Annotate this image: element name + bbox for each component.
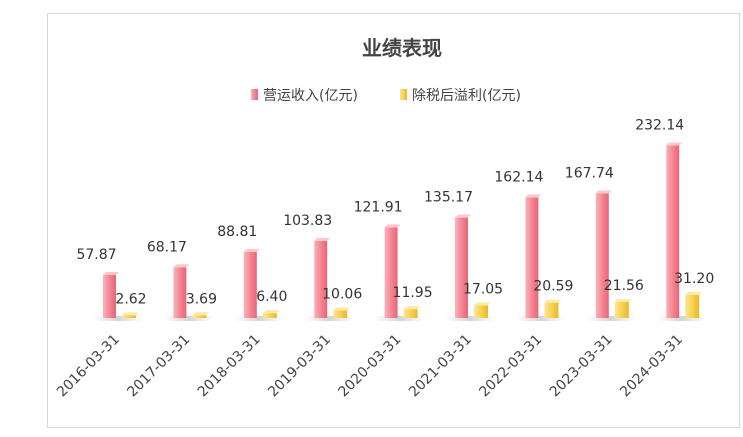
x-tick-label: 2020-03-31 xyxy=(336,332,405,401)
x-tick-label: 2023-03-31 xyxy=(547,332,616,401)
profit-bar xyxy=(122,315,136,318)
bar-shadow xyxy=(445,316,495,321)
profit-bar xyxy=(685,294,700,318)
profit-bar-top xyxy=(544,299,562,303)
revenue-bar xyxy=(173,267,187,318)
profit-data-label: 10.06 xyxy=(322,287,362,303)
chart-title: 业绩表现 xyxy=(362,36,442,60)
x-tick-label: 2016-03-31 xyxy=(54,332,123,401)
legend: 营运收入(亿元) 除税后溢利(亿元) xyxy=(251,88,521,104)
revenue-bar-top xyxy=(455,214,471,218)
profit-bar-top xyxy=(685,291,703,295)
x-tick-label: 2022-03-31 xyxy=(476,332,545,401)
profit-bar-top xyxy=(474,302,491,306)
revenue-data-label: 162.14 xyxy=(494,170,543,186)
legend-label-profit: 除税后溢利(亿元) xyxy=(412,88,521,104)
revenue-data-label: 88.81 xyxy=(217,224,257,240)
profit-bar-top xyxy=(614,298,632,302)
revenue-data-label: 103.83 xyxy=(283,213,332,229)
x-tick-label: 2018-03-31 xyxy=(195,332,264,401)
profit-bar-top xyxy=(403,306,421,310)
x-tick-label: 2019-03-31 xyxy=(265,332,334,401)
bar-shadow xyxy=(233,316,284,321)
revenue-bar xyxy=(455,217,468,318)
profit-data-label: 6.40 xyxy=(256,289,287,305)
plot-area: 57.87 2.62 2016-03-31 68.17 3.69 2017-03-31 88… xyxy=(54,118,714,401)
bar-shadow xyxy=(163,316,214,321)
revenue-bar-top xyxy=(314,237,331,241)
revenue-bar xyxy=(595,193,609,318)
revenue-bar-top xyxy=(666,142,683,146)
revenue-bar-top xyxy=(103,272,119,276)
profit-bar xyxy=(474,305,488,318)
profit-data-label: 21.56 xyxy=(604,278,644,294)
revenue-bar xyxy=(525,197,539,318)
legend-swatch-revenue xyxy=(251,89,258,100)
revenue-bar-top xyxy=(173,264,190,268)
bar-shadow xyxy=(515,316,566,321)
revenue-bar-top xyxy=(595,190,612,194)
profit-bar xyxy=(262,313,277,318)
profit-bar xyxy=(544,302,559,318)
profit-bar-top xyxy=(333,307,351,311)
profit-bar-top xyxy=(192,312,210,316)
profit-data-label: 3.69 xyxy=(186,291,217,307)
revenue-bar-top xyxy=(384,224,401,228)
profit-bar-top xyxy=(122,312,139,316)
revenue-bar xyxy=(243,252,257,318)
bar-shadow xyxy=(304,316,355,321)
bar-shadow xyxy=(93,316,143,321)
revenue-data-label: 135.17 xyxy=(424,190,473,206)
revenue-bar xyxy=(384,227,398,318)
profit-bar xyxy=(333,310,348,318)
x-tick-label: 2017-03-31 xyxy=(124,332,193,401)
x-tick-label: 2024-03-31 xyxy=(617,332,686,401)
revenue-data-label: 68.17 xyxy=(147,239,187,255)
revenue-bar xyxy=(666,145,680,318)
chart-frame xyxy=(47,13,740,428)
bar-shadow xyxy=(585,316,636,321)
revenue-bar xyxy=(103,275,116,318)
profit-bar xyxy=(614,301,629,318)
x-tick-label: 2021-03-31 xyxy=(406,332,475,401)
profit-bar-top xyxy=(262,310,280,314)
profit-data-label: 11.95 xyxy=(393,285,433,301)
revenue-data-label: 167.74 xyxy=(565,165,614,181)
revenue-bar-top xyxy=(525,194,542,198)
revenue-bar-top xyxy=(243,249,260,253)
revenue-data-label: 121.91 xyxy=(354,199,403,215)
profit-bar xyxy=(403,309,418,318)
legend-label-revenue: 营运收入(亿元) xyxy=(263,88,358,104)
revenue-data-label: 57.87 xyxy=(76,247,116,263)
profit-data-label: 17.05 xyxy=(463,281,503,297)
profit-bar xyxy=(192,315,207,318)
profit-data-label: 31.20 xyxy=(674,271,714,287)
bar-shadow xyxy=(656,316,707,321)
profit-data-label: 2.62 xyxy=(115,292,146,308)
legend-swatch-profit xyxy=(400,89,407,100)
revenue-data-label: 232.14 xyxy=(635,118,684,134)
revenue-bar xyxy=(314,240,328,318)
bar-shadow xyxy=(374,316,425,321)
profit-data-label: 20.59 xyxy=(533,279,573,295)
